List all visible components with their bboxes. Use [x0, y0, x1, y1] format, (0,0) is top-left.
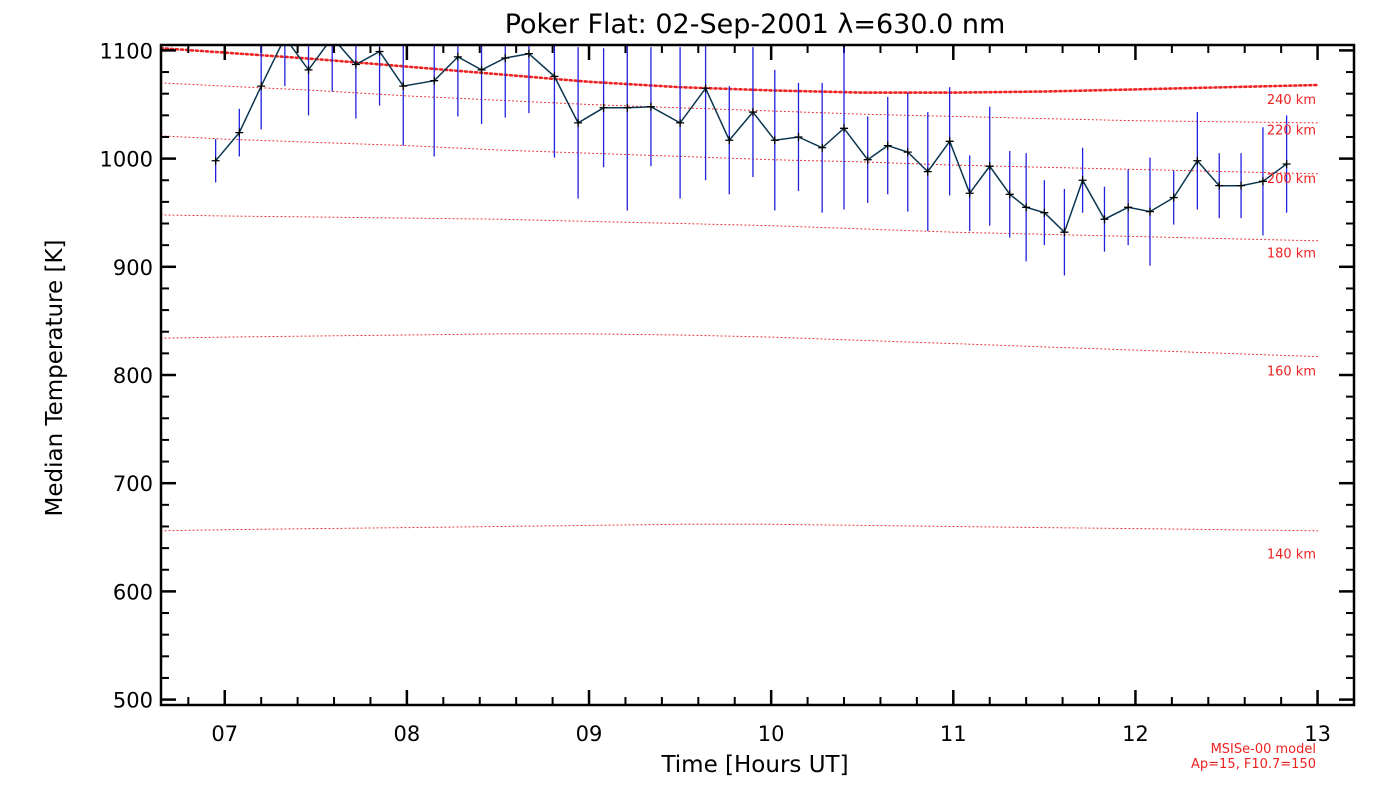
- data-point-marker: [748, 108, 757, 117]
- data-point-marker: [676, 118, 685, 127]
- y-tick-label: 900: [113, 256, 153, 280]
- model-curve-msise-00-thermospheric-temperature: [159, 46, 1319, 94]
- x-tick-label: 08: [394, 722, 421, 746]
- y-tick-label: 1000: [100, 148, 153, 172]
- data-point-marker: [646, 102, 655, 111]
- data-point-marker: [375, 47, 384, 56]
- data-point-marker: [550, 72, 559, 81]
- y-tick-label: 600: [113, 580, 153, 604]
- data-point-marker: [1237, 181, 1246, 190]
- data-point-marker: [1060, 228, 1069, 237]
- model-curve-180-km: [160, 333, 1319, 358]
- data-point-marker: [524, 49, 533, 58]
- y-tick-label: 500: [113, 689, 153, 713]
- data-point-marker: [211, 156, 220, 165]
- model-note-line1: MSISe-00 model: [1211, 742, 1316, 757]
- chart-title: Poker Flat: 02-Sep-2001 λ=630.0 nm: [505, 9, 1006, 40]
- data-point-marker: [903, 148, 912, 157]
- data-point-marker: [1005, 190, 1014, 199]
- error-bars: [214, 45, 1288, 276]
- data-point-marker: [840, 124, 849, 133]
- data-point-marker: [574, 118, 583, 127]
- data-point-marker: [985, 162, 994, 171]
- data-point-marker: [794, 132, 803, 141]
- data-point-marker: [818, 143, 827, 152]
- x-axis-label: Time [Hours UT]: [660, 752, 848, 778]
- data-point-marker: [701, 84, 710, 93]
- data-point-marker: [1040, 208, 1049, 217]
- data-point-marker: [1124, 203, 1133, 212]
- plot-frame: [159, 43, 1356, 707]
- model-note-line2: Ap=15, F10.7=150: [1191, 757, 1316, 772]
- x-tick-label: 11: [940, 722, 967, 746]
- data-point-marker: [883, 141, 892, 150]
- model-curve-200-km: [160, 214, 1319, 242]
- data-point-marker: [235, 128, 244, 137]
- data-point-marker: [623, 103, 632, 112]
- model-curve-160-km: [160, 523, 1319, 532]
- data-point-marker: [923, 167, 932, 176]
- data-point-marker: [351, 60, 360, 69]
- data-point-marker: [257, 82, 266, 91]
- data-point-marker: [1169, 193, 1178, 202]
- data-point-marker: [770, 136, 779, 145]
- data-point-marker: [1146, 207, 1155, 216]
- altitude-label: 160 km: [1267, 365, 1316, 380]
- data-point-marker: [1100, 215, 1109, 224]
- data-point-marker: [1215, 181, 1224, 190]
- altitude-label: 220 km: [1267, 123, 1316, 138]
- data-point-marker: [430, 76, 439, 85]
- altitude-label: 200 km: [1267, 172, 1316, 187]
- data-point-marker: [1193, 156, 1202, 165]
- x-tick-label: 10: [758, 722, 785, 746]
- data-point-marker: [453, 52, 462, 61]
- data-point-marker: [945, 137, 954, 146]
- data-point-marker: [1022, 203, 1031, 212]
- data-point-marker: [1078, 176, 1087, 185]
- axis-ticks: 500 600 700 800 900 1000 1100 07 08 09 10 11 12 13: [100, 39, 1354, 746]
- y-tick-label: 1100: [100, 39, 153, 63]
- data-series: [211, 45, 1291, 237]
- x-tick-label: 07: [211, 722, 238, 746]
- model-curve-240-km: [160, 82, 1319, 124]
- data-point-marker: [863, 155, 872, 164]
- data-point-marker: [725, 136, 734, 145]
- data-point-marker: [304, 65, 313, 74]
- altitude-labels: 240 km 220 km 200 km 180 km 160 km 140 km: [1267, 93, 1316, 562]
- median-temperature-line: [215, 45, 1288, 234]
- x-tick-label: 12: [1122, 722, 1149, 746]
- y-tick-label: 700: [113, 472, 153, 496]
- x-tick-label: 09: [576, 722, 603, 746]
- altitude-label: 240 km: [1267, 93, 1316, 108]
- altitude-label: 180 km: [1267, 247, 1316, 262]
- data-point-marker: [965, 189, 974, 198]
- data-point-marker: [399, 82, 408, 91]
- data-point-marker: [477, 65, 486, 74]
- model-curves: [159, 46, 1319, 532]
- data-point-marker: [1258, 177, 1267, 186]
- model-curve-220-km: [160, 135, 1319, 175]
- altitude-label: 140 km: [1267, 548, 1316, 563]
- x-tick-label: 13: [1304, 722, 1331, 746]
- data-point-marker: [501, 53, 510, 62]
- y-axis-label: Median Temperature [K]: [42, 240, 68, 517]
- data-point-marker: [1282, 160, 1291, 169]
- data-point-marker: [599, 103, 608, 112]
- y-tick-label: 800: [113, 364, 153, 388]
